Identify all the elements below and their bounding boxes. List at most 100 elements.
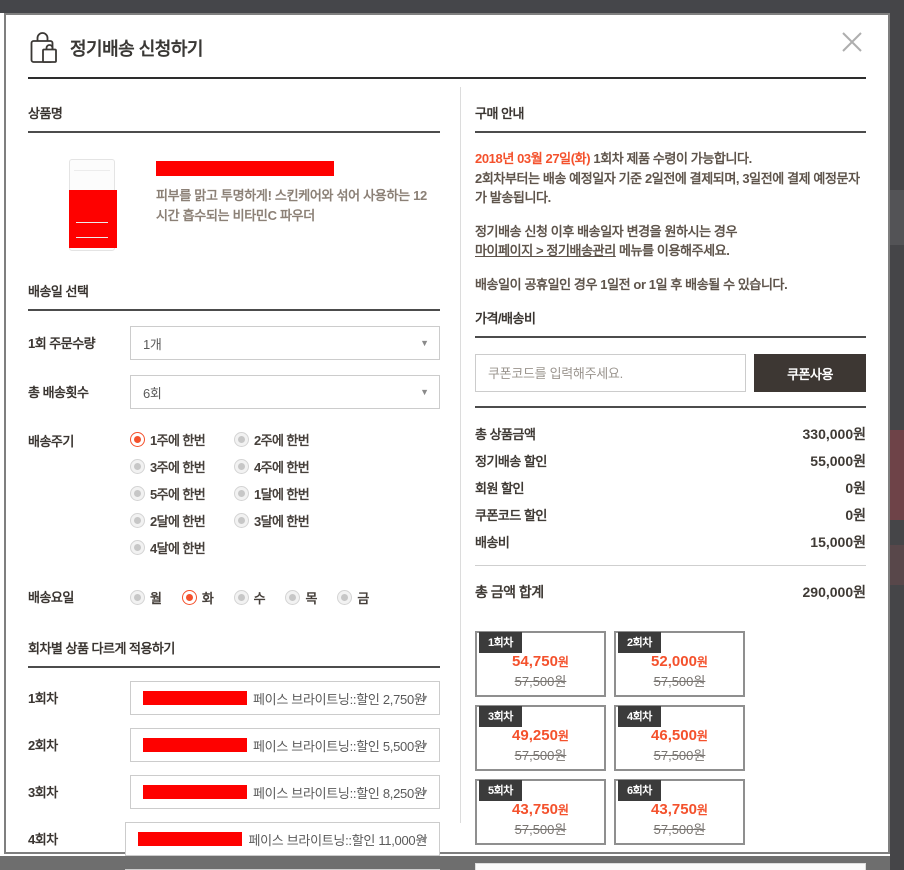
radio-icon [234, 432, 249, 447]
radio-label: 목 [305, 591, 317, 606]
weekday-option-mon[interactable]: 월 [130, 588, 162, 607]
price-label: 배송비 [475, 535, 510, 550]
round-products-section-title: 회차별 상품 다르게 적용하기 [28, 641, 175, 656]
card-original-price: 57,500원 [653, 674, 706, 689]
card-tag: 4회차 [618, 706, 661, 727]
cycle-option-5w[interactable]: 5주에 한번 [130, 484, 234, 503]
section-divider [28, 666, 440, 668]
radio-label: 4달에 한번 [150, 541, 206, 556]
price-row-shipping-fee: 배송비 15,000원 [475, 528, 866, 555]
round-2-product-value: 페이스 브라이트닝::할인 5,500원 [253, 738, 426, 754]
price-value: 0원 [845, 479, 866, 496]
apply-coupon-button[interactable]: 쿠폰사용 [754, 354, 866, 392]
section-divider [28, 309, 440, 311]
dropdown-arrow-icon: ▼ [420, 787, 429, 797]
dropdown-arrow-icon: ▼ [420, 338, 429, 348]
weekday-option-fri[interactable]: 금 [337, 588, 369, 607]
card-price: 43,750 [512, 801, 558, 818]
divider [475, 565, 866, 566]
cycle-option-3w[interactable]: 3주에 한번 [130, 457, 234, 476]
guide-section-title: 구매 안내 [475, 106, 524, 121]
delivery-count-select[interactable]: 6회 ▼ [130, 375, 440, 409]
modal-title: 정기배송 신청하기 [70, 39, 203, 59]
radio-label: 3주에 한번 [150, 460, 206, 475]
radio-label: 금 [357, 591, 369, 606]
weekday-option-tue[interactable]: 화 [181, 588, 214, 607]
radio-icon [337, 590, 353, 605]
order-qty-value: 1개 [143, 336, 162, 352]
card-tag: 2회차 [618, 632, 661, 653]
price-row-subtotal: 총 상품금액 330,000원 [475, 420, 866, 447]
cycle-option-1w[interactable]: 1주에 한번 [130, 430, 234, 449]
background-fragment [890, 545, 904, 585]
price-label: 쿠폰코드 할인 [475, 508, 547, 523]
section-divider [475, 406, 866, 408]
background-fragment [890, 430, 904, 520]
guide-line-4: 메뉴를 이용해주세요. [615, 243, 730, 258]
price-label: 총 상품금액 [475, 427, 536, 442]
delivery-count-label: 총 배송횟수 [28, 385, 89, 400]
card-price: 49,250 [512, 727, 558, 744]
radio-icon [233, 590, 249, 605]
weekday-option-wed[interactable]: 수 [233, 588, 266, 607]
won-suffix: 원 [696, 655, 708, 669]
installment-price-cards: 1회차 54,750원 57,500원 2회차 52,000원 57,500원 … [475, 631, 866, 845]
card-original-price: 57,500원 [514, 822, 567, 837]
card-tag: 6회차 [618, 780, 661, 801]
header-divider [28, 77, 866, 79]
radio-icon [234, 459, 249, 474]
guide-line-1: 1회차 제품 수령이 가능합니다. [590, 151, 752, 166]
price-value: 330,000원 [802, 425, 867, 442]
cycle-option-1m[interactable]: 1달에 한번 [234, 484, 338, 503]
round-4-product-value: 페이스 브라이트닝::할인 11,000원 [248, 832, 427, 848]
radio-icon [234, 486, 249, 501]
price-label: 정기배송 할인 [475, 454, 547, 469]
section-divider [28, 131, 440, 133]
cycle-option-3m[interactable]: 3달에 한번 [234, 511, 338, 530]
radio-label: 화 [201, 591, 214, 606]
section-divider [475, 336, 866, 338]
pricing-section-title: 가격/배송비 [475, 311, 536, 326]
dropdown-arrow-icon: ▼ [420, 693, 429, 703]
radio-icon [285, 590, 301, 605]
round-2-product-select[interactable]: 페이스 브라이트닝::할인 5,500원 ▼ [130, 728, 440, 762]
background-fragment [890, 190, 904, 245]
radio-label: 월 [150, 591, 162, 606]
close-button[interactable] [836, 27, 868, 59]
product-section-title: 상품명 [28, 106, 63, 121]
installment-card-6: 6회차 43,750원 57,500원 [614, 779, 745, 845]
installment-card-4: 4회차 46,500원 57,500원 [614, 705, 745, 771]
round-1-product-select[interactable]: 페이스 브라이트닝::할인 2,750원 ▼ [130, 681, 440, 715]
mypage-subscription-link[interactable]: 마이페이지 > 정기배송관리 [475, 243, 616, 258]
round-3-product-select[interactable]: 페이스 브라이트닝::할인 8,250원 ▼ [130, 775, 440, 809]
card-price: 54,750 [512, 653, 558, 670]
round-1-product-value: 페이스 브라이트닝::할인 2,750원 [253, 691, 426, 707]
column-divider [460, 87, 461, 823]
coupon-code-input[interactable] [475, 354, 746, 392]
won-suffix: 원 [696, 803, 708, 817]
weekday-option-thu[interactable]: 목 [285, 588, 317, 607]
dropdown-arrow-icon: ▼ [420, 387, 429, 397]
close-icon [839, 29, 865, 58]
cycle-option-2m[interactable]: 2달에 한번 [130, 511, 234, 530]
radio-selected-icon [130, 432, 145, 447]
installment-card-2: 2회차 52,000원 57,500원 [614, 631, 745, 697]
radio-label: 1주에 한번 [150, 433, 206, 448]
price-row-member-discount: 회원 할인 0원 [475, 474, 866, 501]
cycle-option-4w[interactable]: 4주에 한번 [234, 457, 338, 476]
total-value: 290,000원 [802, 583, 867, 600]
card-tag: 3회차 [479, 706, 522, 727]
price-row-coupon-discount: 쿠폰코드 할인 0원 [475, 501, 866, 528]
dropdown-arrow-icon: ▼ [420, 740, 429, 750]
cycle-option-4m[interactable]: 4달에 한번 [130, 538, 234, 557]
order-qty-select[interactable]: 1개 ▼ [130, 326, 440, 360]
cycle-option-2w[interactable]: 2주에 한번 [234, 430, 338, 449]
radio-label: 2주에 한번 [254, 433, 310, 448]
round-4-product-select[interactable]: 페이스 브라이트닝::할인 11,000원 ▼ [125, 822, 440, 856]
cycle-radio-group: 1주에 한번 2주에 한번 3주에 한번 4주에 한번 5주에 한번 1달에 한… [130, 424, 440, 565]
price-value: 55,000원 [810, 452, 866, 469]
dropdown-arrow-icon: ▼ [420, 834, 429, 844]
redacted-brand-name [143, 785, 247, 799]
weekday-radio-group: 월 화 수 목 금 [130, 580, 440, 610]
order-qty-label: 1회 주문수량 [28, 336, 96, 351]
